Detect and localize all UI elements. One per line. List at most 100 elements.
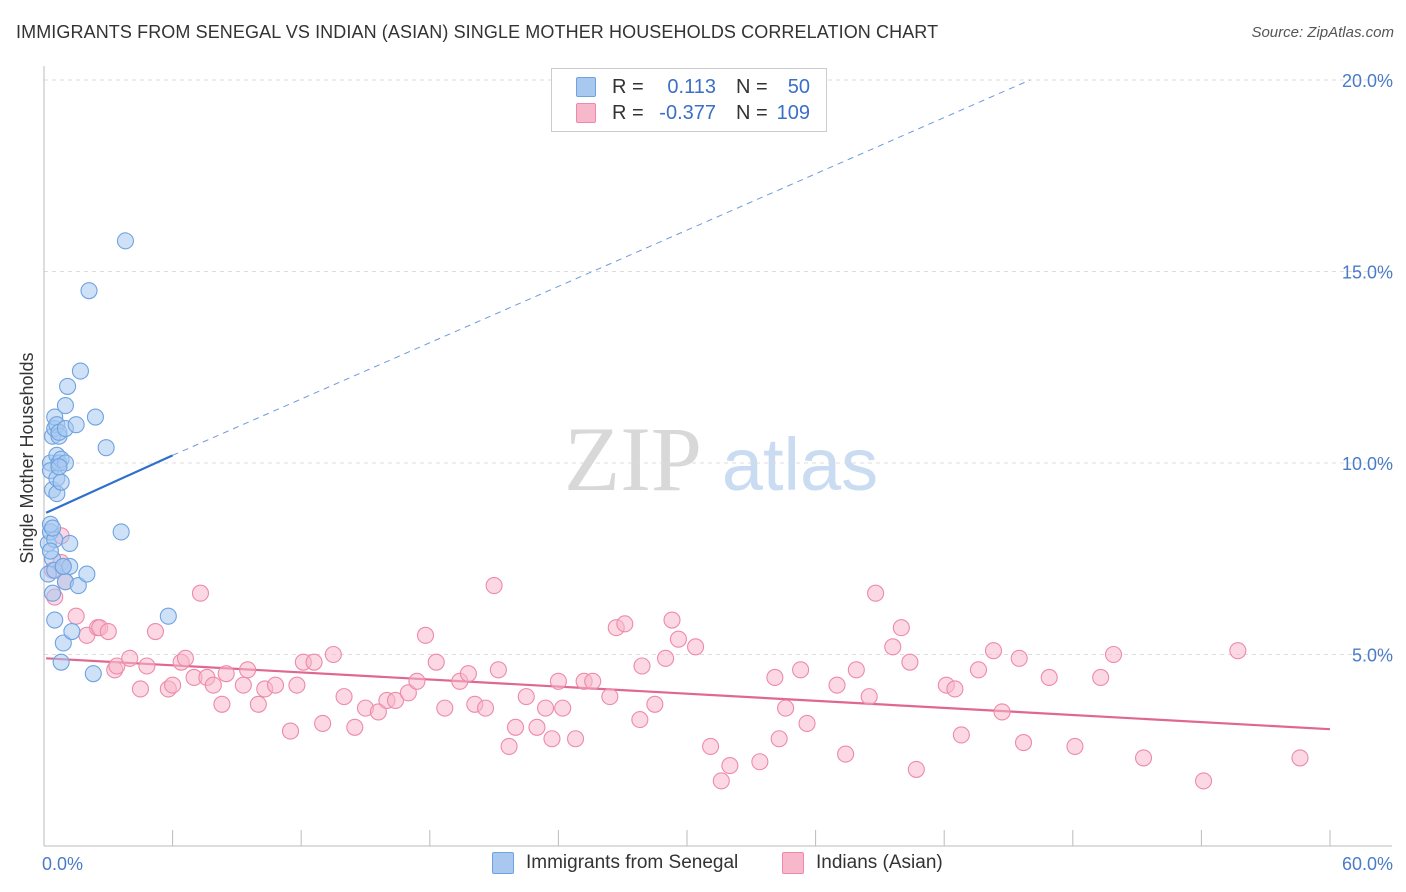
indians-point	[798, 714, 816, 732]
senegal-point	[159, 607, 177, 625]
indians-point	[616, 615, 634, 633]
legend-row-indians: R = -0.377 N = 109	[576, 100, 810, 126]
series-legend-item-senegal: Immigrants from Senegal	[492, 852, 738, 874]
indians-point	[657, 649, 675, 667]
indians-point	[543, 730, 561, 748]
indians-point	[427, 653, 445, 671]
indians-point	[500, 737, 518, 755]
indians-point	[386, 691, 405, 710]
senegal-point	[69, 577, 87, 595]
legend-swatch-senegal	[576, 77, 596, 97]
senegal-trend-extension	[172, 79, 1031, 456]
indians-point	[416, 626, 435, 644]
legend-n-label: N =	[736, 75, 768, 98]
indians-point	[108, 657, 126, 675]
indians-point	[476, 699, 495, 717]
series-legend: Immigrants from Senegal Indians (Asian)	[0, 852, 1406, 876]
indians-point	[847, 661, 865, 679]
legend-r-label: R =	[612, 75, 644, 98]
indians-point	[191, 584, 210, 602]
indians-point	[669, 630, 687, 648]
indians-point	[399, 684, 417, 702]
indians-point	[1194, 772, 1213, 790]
indians-point	[646, 695, 664, 713]
indians-point	[146, 622, 165, 641]
indians-point	[305, 653, 323, 671]
senegal-point	[63, 622, 81, 641]
indians-point	[314, 714, 332, 732]
indians-point	[633, 657, 651, 675]
indians-point	[131, 680, 149, 698]
indians-point	[549, 672, 567, 690]
indians-point	[324, 645, 342, 664]
chart-title: IMMIGRANTS FROM SENEGAL VS INDIAN (ASIAN…	[16, 22, 939, 42]
legend-swatch-indians	[576, 103, 596, 123]
senegal-point	[116, 232, 134, 250]
senegal-point	[54, 557, 72, 575]
indians-point	[266, 676, 285, 694]
senegal-trend-line	[45, 454, 174, 514]
series-legend-item-indians: Indians (Asian)	[782, 852, 943, 874]
indians-point	[1104, 645, 1123, 664]
senegal-point	[112, 523, 130, 541]
indians-point	[993, 703, 1011, 721]
indians-point	[1066, 737, 1084, 755]
indians-point	[234, 676, 252, 694]
indians-point	[121, 649, 139, 667]
indians-point	[369, 703, 387, 721]
indians-point	[281, 722, 300, 740]
y-tick-label: 10.0%	[1342, 454, 1393, 474]
x-tick-label: 60.0%	[1342, 854, 1393, 874]
indians-point	[408, 672, 426, 690]
senegal-point	[54, 634, 72, 652]
indians-point	[687, 638, 705, 656]
series-swatch-senegal	[492, 852, 514, 874]
watermark-atlas: atlas	[722, 423, 878, 506]
indians-point	[489, 661, 507, 679]
y-tick-label: 20.0%	[1342, 71, 1393, 91]
indians-point	[517, 688, 535, 706]
indians-point	[631, 711, 649, 729]
indians-point	[204, 676, 222, 694]
indians-point	[566, 730, 585, 748]
senegal-point	[50, 458, 68, 476]
legend-n-label: N =	[736, 101, 768, 124]
indians-point	[712, 772, 730, 790]
indians-point	[213, 695, 231, 713]
axes	[43, 66, 1392, 847]
legend-r-value: -0.377	[659, 101, 716, 124]
indians-point	[1134, 749, 1153, 767]
indians-point	[1014, 734, 1033, 752]
indians-point	[901, 653, 919, 671]
legend-n-value: 109	[776, 101, 810, 124]
x-tick-label: 0.0%	[42, 854, 83, 874]
indians-point	[601, 688, 619, 706]
series-swatch-indians	[782, 852, 804, 874]
senegal-point	[52, 653, 70, 671]
y-axis-label: Single Mother Households	[17, 352, 37, 563]
y-tick-label: 15.0%	[1342, 263, 1393, 283]
senegal-point	[52, 473, 70, 491]
senegal-point	[61, 534, 79, 552]
indians-point	[751, 753, 769, 771]
indians-point	[506, 718, 525, 736]
senegal-point	[44, 584, 62, 602]
indians-point	[1010, 649, 1028, 667]
y-tick-label: 5.0%	[1352, 646, 1393, 666]
senegal-point	[86, 408, 104, 426]
senegal-point	[78, 565, 96, 583]
indians-point	[288, 676, 306, 694]
indians-point	[1092, 668, 1110, 687]
indians-point	[536, 699, 555, 717]
indians-point	[239, 661, 257, 679]
indians-point	[138, 657, 156, 675]
correlation-legend: R = 0.113 N = 50 R = -0.377 N = 109	[551, 68, 827, 132]
series-legend-label: Immigrants from Senegal	[526, 852, 739, 873]
senegal-point	[80, 282, 98, 300]
legend-r-value: 0.113	[667, 75, 716, 98]
legend-r-label: R =	[612, 101, 644, 124]
indians-point	[99, 622, 117, 641]
indians-point	[1291, 749, 1309, 767]
indians-point	[67, 607, 85, 625]
